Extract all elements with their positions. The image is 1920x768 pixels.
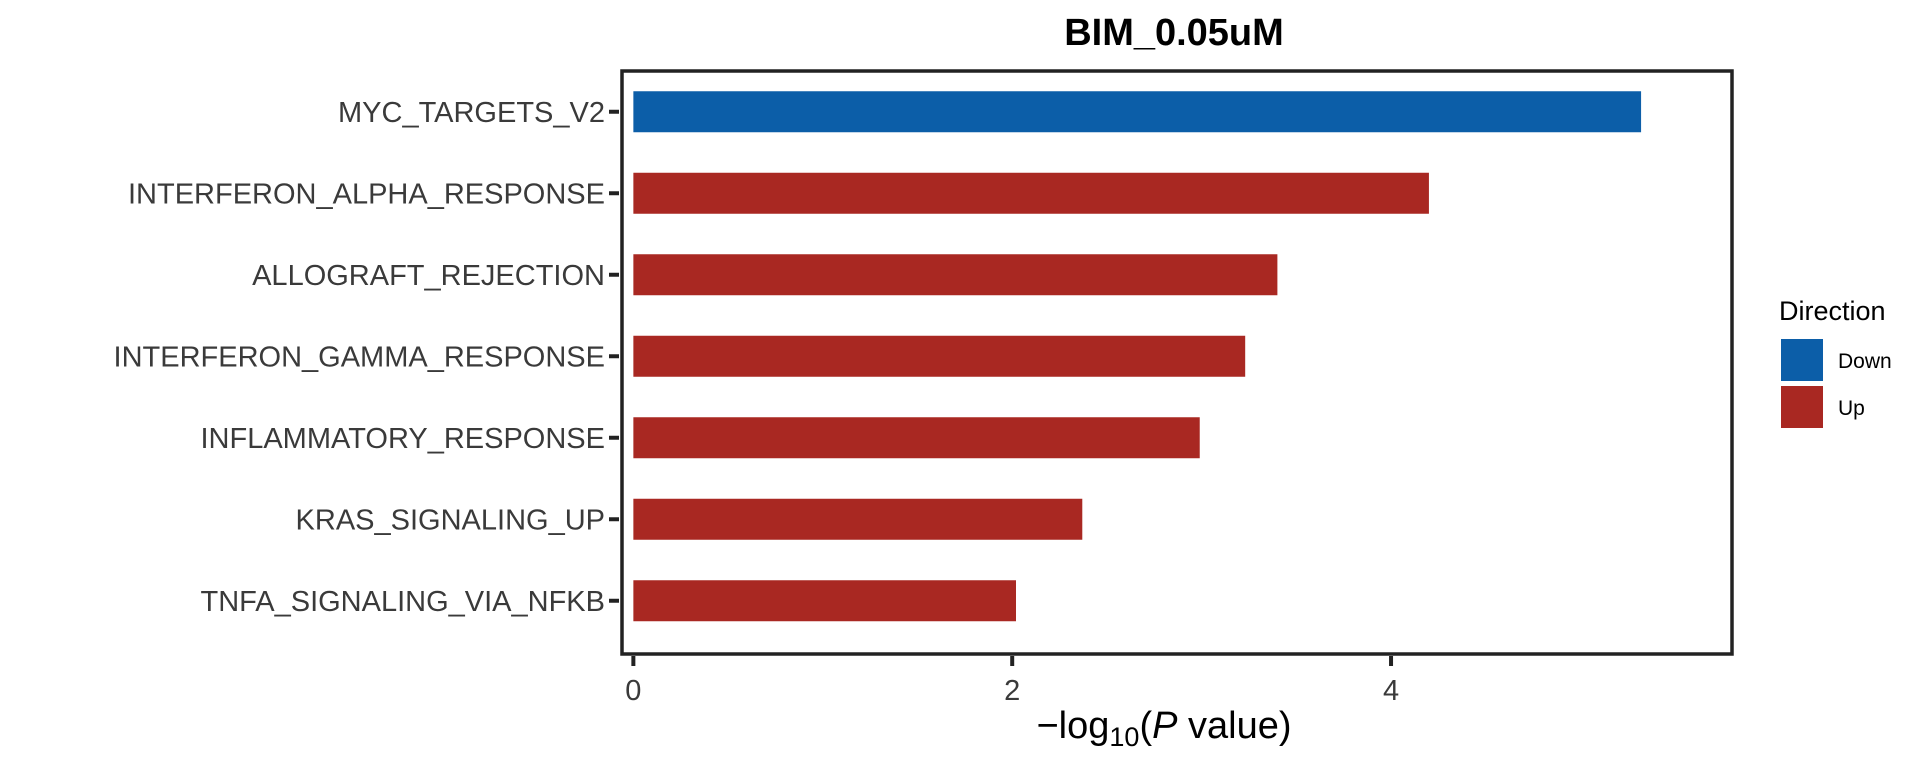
x-axis-title-open: (: [1139, 705, 1152, 747]
bar-allograft-rejection: [633, 254, 1278, 296]
y-tick-label: INTERFERON_GAMMA_RESPONSE: [114, 341, 605, 373]
chart-title: BIM_0.05uM: [1064, 12, 1284, 54]
bar-myc-targets-v2: [633, 91, 1642, 133]
plot-panel-border: [620, 69, 1734, 656]
bar-interferon-alpha-response: [633, 172, 1429, 214]
x-axis-title-prefix: −log: [1036, 705, 1109, 747]
legend-items: Down Up: [1781, 339, 1892, 428]
legend-swatch-up: [1781, 386, 1823, 428]
legend-label-down: Down: [1838, 350, 1892, 373]
y-tick-label: INTERFERON_ALPHA_RESPONSE: [128, 178, 605, 210]
bar-inflammatory-response: [633, 417, 1200, 459]
bars-group: [633, 91, 1642, 622]
bar-tnfa-signaling-via-nfkb: [633, 580, 1016, 622]
bar-interferon-gamma-response: [633, 335, 1246, 377]
y-tick-label: INFLAMMATORY_RESPONSE: [201, 423, 606, 455]
x-tick-label: 0: [625, 675, 641, 707]
x-axis-title-subscript: 10: [1109, 722, 1139, 752]
y-tick-label: KRAS_SIGNALING_UP: [296, 504, 605, 536]
bar-kras-signaling-up: [633, 498, 1083, 540]
y-tick-label: ALLOGRAFT_REJECTION: [252, 260, 605, 292]
legend-label-up: Up: [1838, 397, 1865, 420]
legend-title: Direction: [1779, 296, 1886, 326]
x-axis-title-rest: value): [1177, 705, 1291, 747]
y-tick-label: TNFA_SIGNALING_VIA_NFKB: [200, 586, 605, 618]
x-axis: 0 2 4: [625, 656, 1399, 707]
x-axis-title-italic: P: [1152, 705, 1178, 747]
y-tick-label: MYC_TARGETS_V2: [338, 97, 605, 129]
y-axis: MYC_TARGETS_V2 INTERFERON_ALPHA_RESPONSE A…: [114, 97, 619, 618]
x-axis-title: −log10(P value): [1036, 705, 1291, 752]
legend: Direction Down Up: [1779, 296, 1892, 428]
x-tick-label: 4: [1383, 675, 1399, 707]
x-tick-label: 2: [1004, 675, 1020, 707]
legend-swatch-down: [1781, 339, 1823, 381]
